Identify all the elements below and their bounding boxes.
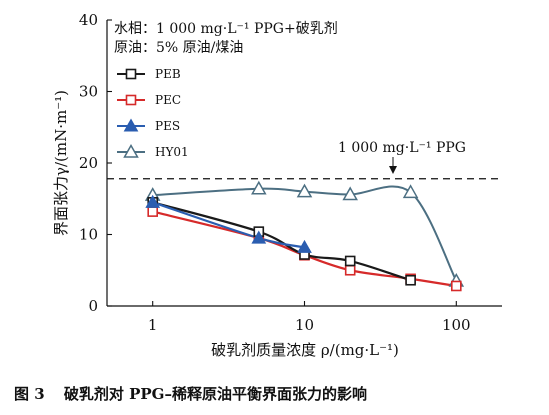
y-axis-label: 界面张力γ/(mN·m⁻¹) xyxy=(52,90,70,236)
y-tick-label: 0 xyxy=(88,297,98,315)
legend: PEB PEC PES HY01 xyxy=(117,67,189,159)
x-tick-label: 100 xyxy=(442,316,471,334)
data-point-pes xyxy=(297,239,312,253)
legend-marker-pec xyxy=(125,94,137,106)
x-ticks: 1 10 100 xyxy=(148,301,471,334)
legend-item-pes: PES xyxy=(117,118,180,133)
data-point-pec xyxy=(451,280,462,292)
x-tick-label: 10 xyxy=(295,316,314,334)
legend-item-hy01: HY01 xyxy=(117,143,189,159)
legend-marker-peb xyxy=(125,68,137,80)
annotation-water-phase: 水相：1 000 mg·L⁻¹ PPG+破乳剂 xyxy=(114,21,338,37)
y-tick-label: 20 xyxy=(79,154,98,172)
reference-line-label: 1 000 mg·L⁻¹ PPG xyxy=(338,140,466,156)
data-point-pes xyxy=(251,230,267,244)
data-point-pes xyxy=(145,194,161,208)
y-tick-label: 40 xyxy=(79,11,98,29)
legend-marker-hy01 xyxy=(123,143,139,158)
series-line-hy01 xyxy=(152,185,458,282)
legend-item-pec: PEC xyxy=(117,93,181,107)
data-point-hy01 xyxy=(251,180,267,195)
series-markers xyxy=(144,180,465,292)
legend-label: PEC xyxy=(155,93,181,107)
y-tick-label: 10 xyxy=(79,226,98,244)
series-line-pes xyxy=(152,201,305,249)
data-point-peb xyxy=(344,255,356,267)
legend-item-peb: PEB xyxy=(117,67,181,81)
y-tick-label: 30 xyxy=(79,83,98,101)
caption-number: 图 3 xyxy=(14,385,45,403)
y-ticks: 0 10 20 30 40 xyxy=(79,11,112,315)
data-point-hy01 xyxy=(342,186,358,201)
series-lines xyxy=(152,185,458,288)
data-point-peb xyxy=(405,274,416,286)
legend-marker-pes xyxy=(123,118,139,132)
figure-caption: 图 3 破乳剂对 PPG–稀释原油平衡界面张力的影响 xyxy=(14,385,367,403)
x-tick-label: 1 xyxy=(148,316,158,334)
legend-label: PEB xyxy=(155,67,181,81)
axes xyxy=(106,20,502,307)
data-point-pec xyxy=(147,206,158,217)
x-axis-label: 破乳剂质量浓度 ρ/(mg·L⁻¹) xyxy=(211,341,399,359)
legend-label: HY01 xyxy=(155,145,189,159)
reference-arrow xyxy=(389,157,397,174)
data-point-hy01 xyxy=(296,183,313,198)
series-line-peb xyxy=(152,201,411,282)
caption-text: 破乳剂对 PPG–稀释原油平衡界面张力的影响 xyxy=(64,385,367,403)
data-point-hy01 xyxy=(402,184,419,199)
data-point-pec xyxy=(344,264,356,276)
annotation-oil-phase: 原油：5% 原油/煤油 xyxy=(114,40,243,56)
legend-label: PES xyxy=(155,119,180,133)
